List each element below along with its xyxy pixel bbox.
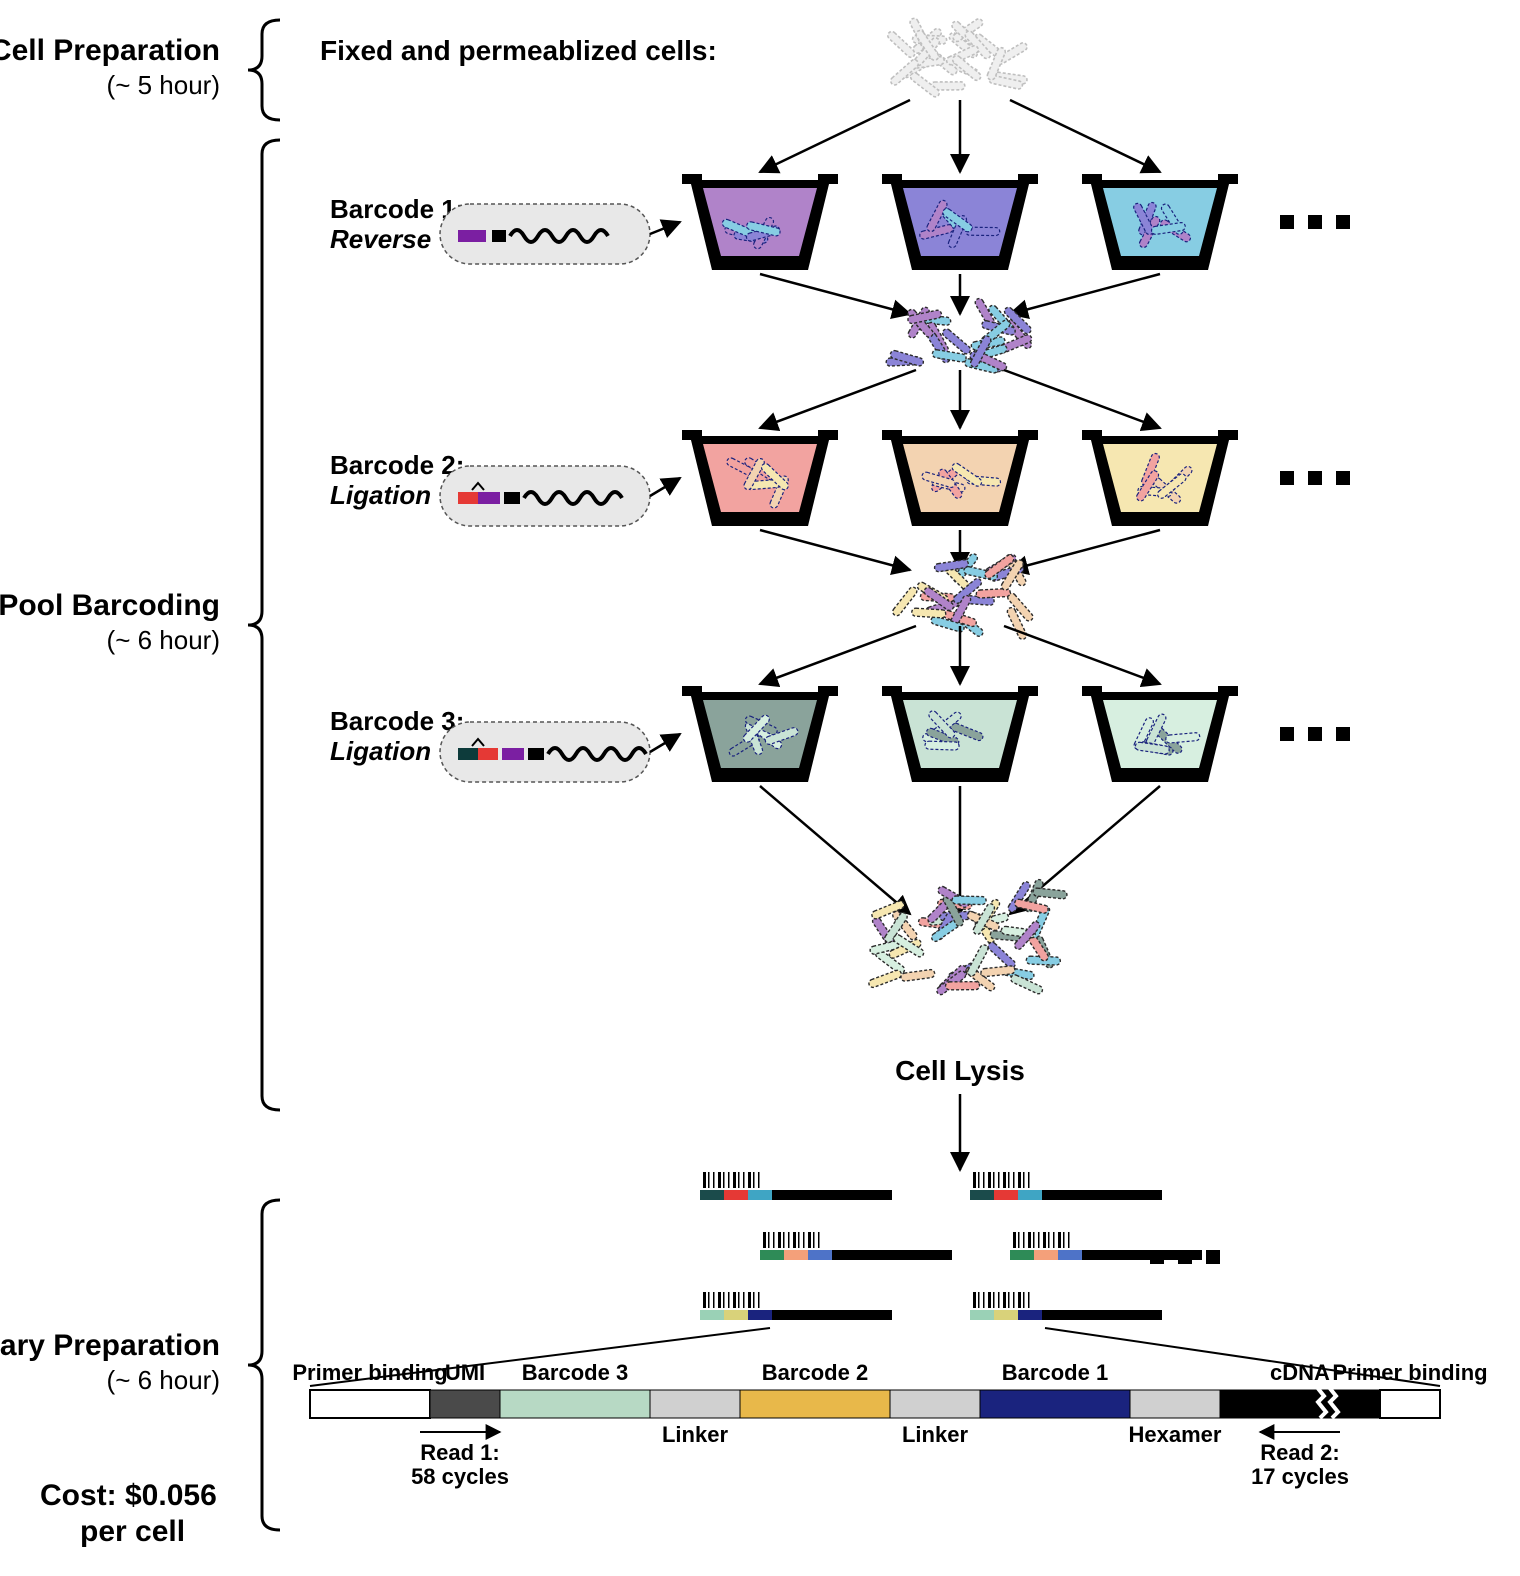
well-liquid [703,444,817,512]
well-group [682,174,838,270]
seq-seg-label: Primer binding [1332,1360,1487,1385]
seq-seg-label: Linker [902,1422,968,1447]
stage-title: Library Preparation [0,1329,220,1362]
arrow [650,478,680,496]
ellipsis-dot [1336,727,1350,741]
read-sub: 17 cycles [1251,1464,1349,1489]
seq-seg-label: UMI [445,1360,485,1385]
seq-seg-label: Linker [662,1422,728,1447]
barcode-inset [440,204,650,264]
fixed-cells-label: Fixed and permeablized cells: [320,35,717,66]
cell [925,741,959,750]
well-liquid [903,700,1017,768]
well-group [1082,174,1238,270]
well-group [1082,430,1238,526]
ellipsis-dot [1178,1250,1192,1264]
arrow [1010,530,1160,570]
initial-cells [886,17,1028,98]
ellipsis-dot [1280,215,1294,229]
ellipsis-dot [1150,1250,1164,1264]
seq-seg-label: Hexamer [1129,1422,1222,1447]
seq-seg-label: Barcode 3 [522,1360,628,1385]
brace [248,1200,280,1530]
read-sub: 58 cycles [411,1464,509,1489]
cell [868,969,903,988]
pool [868,878,1068,996]
well-group [682,686,838,782]
arrow [1010,100,1160,172]
read-label: Read 2: [1260,1440,1339,1465]
stage-time: (~ 6 hour) [107,1365,220,1395]
cost-line1: Cost: $0.056 [40,1479,217,1512]
cell [986,941,1016,970]
arrow [760,274,910,314]
cell [952,896,986,905]
ellipsis-dot [1280,471,1294,485]
well-group [882,686,1038,782]
cell [886,30,916,59]
arrow [760,786,910,914]
stage-time: (~ 6 hour) [107,625,220,655]
brace [248,140,280,1110]
cell-lysis-label: Cell Lysis [895,1055,1025,1086]
barcode-step-name: Barcode 2: [330,450,464,480]
stage-time: (~ 5 hour) [107,70,220,100]
ellipsis-dot [1308,727,1322,741]
arrow [760,370,916,428]
well-group [882,430,1038,526]
barcode-inset [440,466,650,526]
arrow [650,222,680,234]
seq-seg-label: Primer binding [292,1360,447,1385]
cell [900,969,935,981]
ellipsis-dot [1308,215,1322,229]
library-fragments [700,1172,1202,1320]
barcode-step-method: Ligation [330,480,431,510]
arrow [1004,626,1160,684]
barcode-step-name: Barcode 3: [330,706,464,736]
arrow [650,734,680,752]
brace [248,20,280,120]
read-label: Read 1: [420,1440,499,1465]
seq-seg-label: Barcode 1 [1002,1360,1108,1385]
arrow [1004,370,1160,428]
cost-line2: per cell [80,1515,185,1548]
arrow [760,626,916,684]
cell [946,982,980,990]
stage-title: Split-Pool Barcoding [0,589,220,622]
seq-bar: Primer bindingUMIBarcode 3LinkerBarcode … [292,1360,1487,1489]
arrow [760,530,910,570]
well-group [1082,686,1238,782]
ellipsis-dot [1308,471,1322,485]
well-group [682,430,838,526]
ellipsis-dot [1336,215,1350,229]
well-liquid [1103,444,1217,512]
arrow [1010,274,1160,314]
well-liquid [903,444,1017,512]
ellipsis-dot [1336,471,1350,485]
arrow [760,100,910,172]
seq-seg-label: Barcode 2 [762,1360,868,1385]
stage-title: Cell Preparation [0,34,220,67]
well-group [882,174,1038,270]
ellipsis-dot [1280,727,1294,741]
barcode-step-method: Ligation [330,736,431,766]
barcode-inset [440,722,650,782]
seq-seg-label: cDNA [1270,1360,1330,1385]
ellipsis-dot [1206,1250,1220,1264]
